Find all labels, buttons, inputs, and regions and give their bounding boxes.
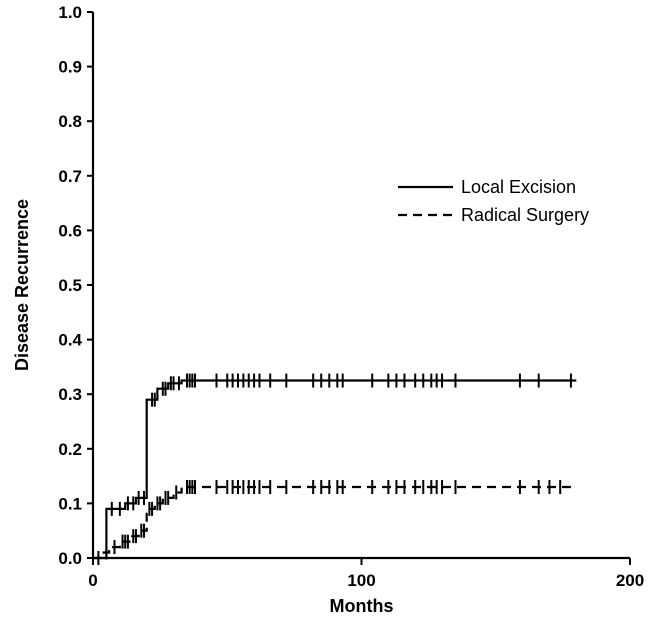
y-tick-label: 0.5 (58, 276, 82, 295)
y-tick-label: 0.1 (58, 494, 82, 513)
legend: Local Excision Radical Surgery (398, 177, 589, 225)
legend-label: Local Excision (461, 177, 576, 197)
series-line (93, 485, 571, 560)
series-layer (93, 373, 577, 565)
y-axis-title: Disease Recurrence (12, 199, 32, 371)
x-tick-label: 0 (88, 571, 97, 590)
x-tick-label: 100 (347, 571, 375, 590)
x-axis-title: Months (330, 596, 394, 616)
x-tick-label: 200 (616, 571, 644, 590)
y-tick-label: 0.3 (58, 385, 82, 404)
y-tick-label: 0.0 (58, 549, 82, 568)
y-tick-label: 0.6 (58, 221, 82, 240)
series-line (93, 379, 577, 560)
legend-label: Radical Surgery (461, 205, 589, 225)
y-tick-label: 0.9 (58, 58, 82, 77)
axes: 0.0 0.1 0.2 0.3 0.4 0.5 0.6 0.7 0.8 0.9 1.0 0 100 200 (58, 3, 644, 590)
y-tick-label: 0.2 (58, 440, 82, 459)
y-tick-label: 0.8 (58, 112, 82, 131)
y-tick-label: 1.0 (58, 3, 82, 22)
y-tick-label: 0.7 (58, 167, 82, 186)
series-local-excision (93, 373, 577, 560)
y-tick-label: 0.4 (58, 331, 82, 350)
series-radical-surgery (93, 480, 571, 565)
